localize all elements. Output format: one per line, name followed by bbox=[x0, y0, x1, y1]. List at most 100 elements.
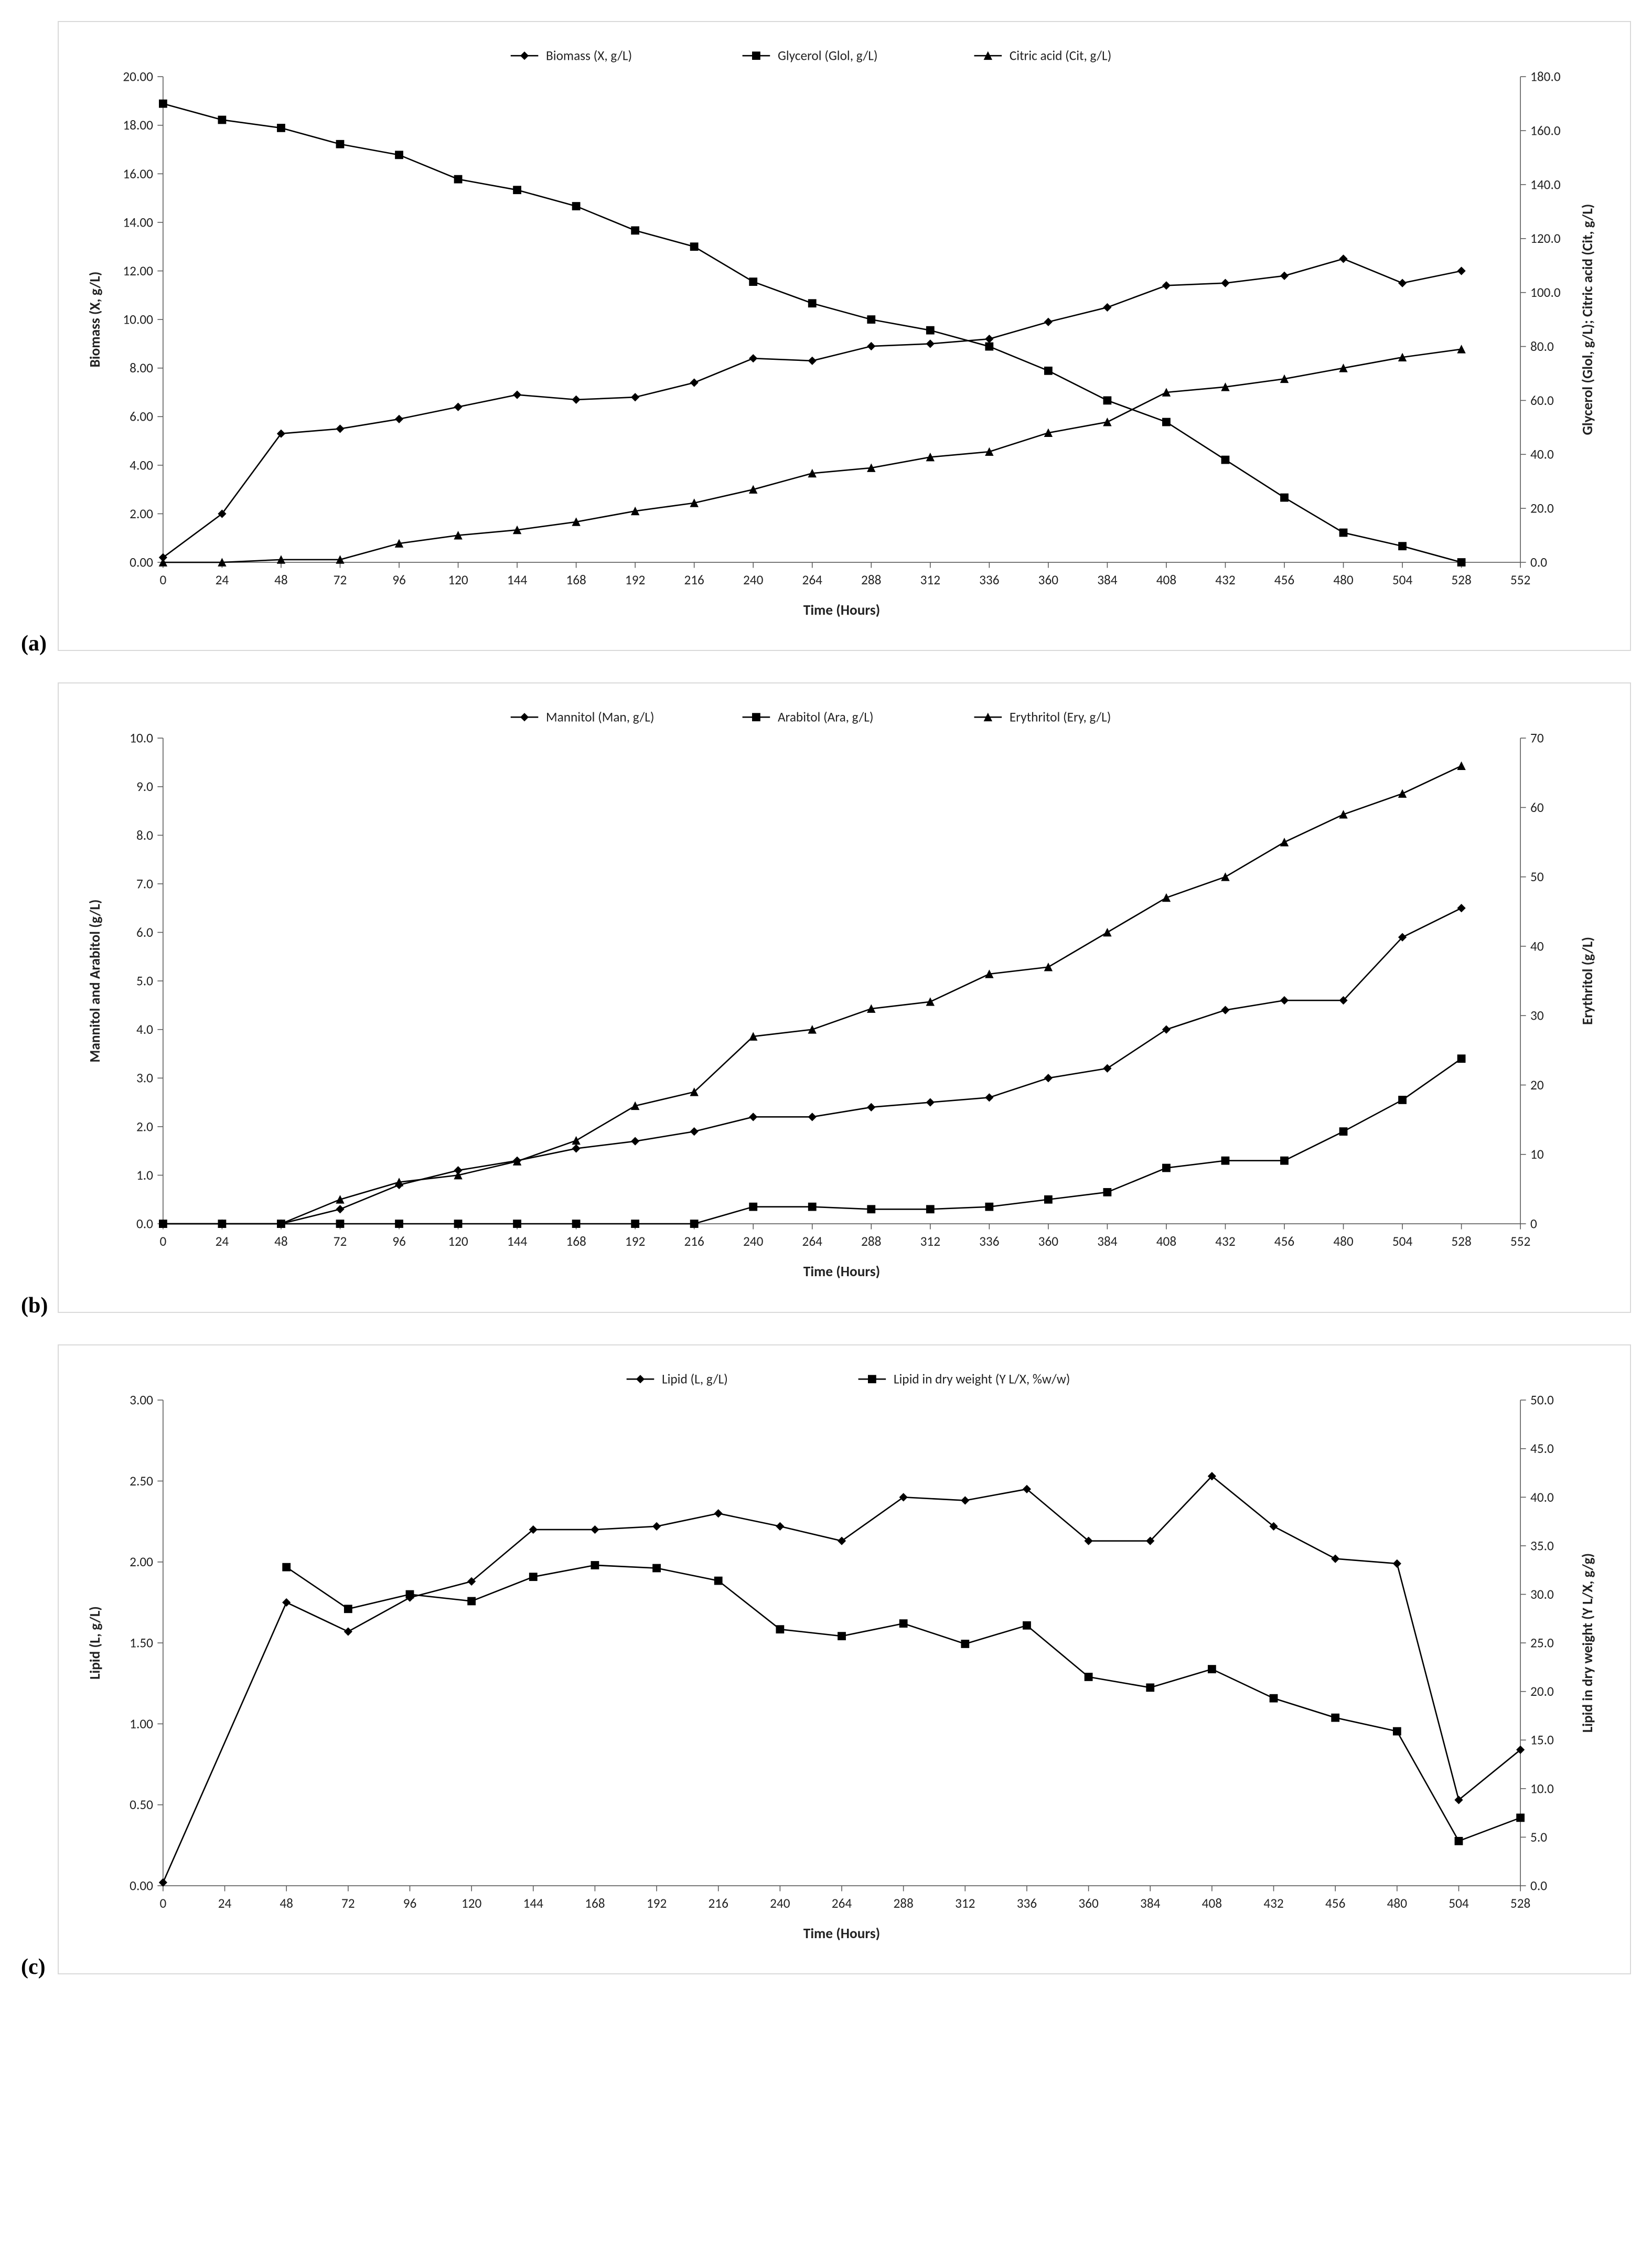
chart-b-svg: 0244872961201441681922162402642883123363… bbox=[69, 694, 1614, 1301]
svg-text:0.00: 0.00 bbox=[130, 554, 153, 570]
svg-text:0.0: 0.0 bbox=[1530, 554, 1547, 570]
svg-text:216: 216 bbox=[684, 1233, 704, 1249]
svg-text:240: 240 bbox=[770, 1895, 790, 1911]
panel-b: (b) 024487296120144168192216240264288312… bbox=[21, 682, 1631, 1312]
svg-text:18.00: 18.00 bbox=[123, 117, 153, 133]
svg-text:4.0: 4.0 bbox=[136, 1021, 153, 1038]
svg-text:9.0: 9.0 bbox=[136, 779, 153, 795]
svg-text:288: 288 bbox=[861, 572, 881, 588]
svg-text:Arabitol (Ara, g/L): Arabitol (Ara, g/L) bbox=[778, 709, 874, 725]
svg-text:50.0: 50.0 bbox=[1530, 1392, 1554, 1408]
svg-text:Time (Hours): Time (Hours) bbox=[803, 602, 880, 619]
svg-text:480: 480 bbox=[1333, 572, 1354, 588]
svg-text:0: 0 bbox=[159, 572, 166, 588]
panel-c: (c) 024487296120144168192216240264288312… bbox=[21, 1344, 1631, 1974]
svg-text:20.0: 20.0 bbox=[1530, 500, 1554, 517]
svg-text:0: 0 bbox=[159, 1233, 166, 1249]
svg-text:40: 40 bbox=[1530, 938, 1544, 955]
svg-text:40.0: 40.0 bbox=[1530, 446, 1554, 463]
svg-text:312: 312 bbox=[920, 572, 940, 588]
svg-text:Mannitol (Man, g/L): Mannitol (Man, g/L) bbox=[546, 709, 654, 725]
svg-text:24: 24 bbox=[218, 1895, 232, 1911]
svg-text:Lipid (L, g/L): Lipid (L, g/L) bbox=[87, 1606, 104, 1680]
svg-text:360: 360 bbox=[1038, 572, 1059, 588]
svg-text:Biomass (X, g/L): Biomass (X, g/L) bbox=[546, 48, 632, 64]
svg-text:168: 168 bbox=[566, 572, 586, 588]
svg-text:336: 336 bbox=[979, 1233, 999, 1249]
svg-text:6.00: 6.00 bbox=[130, 409, 153, 425]
svg-text:216: 216 bbox=[709, 1895, 728, 1911]
svg-text:552: 552 bbox=[1510, 1233, 1530, 1249]
svg-text:70: 70 bbox=[1530, 730, 1544, 746]
svg-text:264: 264 bbox=[802, 1233, 823, 1249]
svg-text:10.0: 10.0 bbox=[130, 730, 153, 746]
svg-text:408: 408 bbox=[1202, 1895, 1222, 1911]
svg-text:456: 456 bbox=[1274, 1233, 1294, 1249]
svg-text:48: 48 bbox=[274, 572, 288, 588]
svg-text:0.50: 0.50 bbox=[130, 1797, 153, 1813]
svg-text:480: 480 bbox=[1333, 1233, 1354, 1249]
chart-c-box: 0244872961201441681922162402642883123363… bbox=[58, 1344, 1631, 1974]
svg-text:336: 336 bbox=[979, 572, 999, 588]
panel-a-label: (a) bbox=[21, 631, 47, 656]
svg-text:2.50: 2.50 bbox=[130, 1473, 153, 1489]
svg-text:144: 144 bbox=[507, 1233, 528, 1249]
svg-text:96: 96 bbox=[403, 1895, 417, 1911]
svg-text:96: 96 bbox=[392, 1233, 406, 1249]
svg-text:3.00: 3.00 bbox=[130, 1392, 153, 1408]
svg-text:216: 216 bbox=[684, 572, 704, 588]
svg-text:504: 504 bbox=[1449, 1895, 1469, 1911]
svg-text:Glycerol (Glol, g/L): Glycerol (Glol, g/L) bbox=[778, 48, 878, 64]
svg-text:10.0: 10.0 bbox=[1530, 1780, 1554, 1797]
svg-text:312: 312 bbox=[955, 1895, 975, 1911]
svg-text:1.50: 1.50 bbox=[130, 1634, 153, 1651]
svg-text:264: 264 bbox=[802, 572, 823, 588]
svg-text:Time (Hours): Time (Hours) bbox=[803, 1925, 880, 1942]
svg-text:96: 96 bbox=[392, 572, 406, 588]
svg-text:Mannitol and Arabitol (g/L): Mannitol and Arabitol (g/L) bbox=[87, 900, 104, 1063]
svg-text:192: 192 bbox=[625, 1233, 645, 1249]
svg-text:8.00: 8.00 bbox=[130, 360, 153, 376]
svg-text:2.00: 2.00 bbox=[130, 506, 153, 522]
svg-text:384: 384 bbox=[1097, 1233, 1118, 1249]
svg-text:168: 168 bbox=[585, 1895, 605, 1911]
chart-a-svg: 0244872961201441681922162402642883123363… bbox=[69, 33, 1614, 639]
svg-text:Erythritol (Ery, g/L): Erythritol (Ery, g/L) bbox=[1010, 709, 1111, 725]
svg-text:432: 432 bbox=[1215, 1233, 1235, 1249]
svg-text:168: 168 bbox=[566, 1233, 586, 1249]
svg-text:35.0: 35.0 bbox=[1530, 1537, 1554, 1554]
svg-text:4.00: 4.00 bbox=[130, 457, 153, 473]
svg-text:0: 0 bbox=[1530, 1216, 1537, 1232]
svg-text:20.0: 20.0 bbox=[1530, 1683, 1554, 1700]
svg-text:Lipid (L, g/L): Lipid (L, g/L) bbox=[662, 1371, 728, 1387]
svg-text:Lipid in dry weight (Y L/X, g/: Lipid in dry weight (Y L/X, g/g) bbox=[1579, 1553, 1596, 1733]
chart-a-box: 0244872961201441681922162402642883123363… bbox=[58, 21, 1631, 651]
panel-a: (a) 024487296120144168192216240264288312… bbox=[21, 21, 1631, 651]
svg-text:15.0: 15.0 bbox=[1530, 1731, 1554, 1748]
svg-text:100.0: 100.0 bbox=[1530, 284, 1561, 301]
svg-text:1.0: 1.0 bbox=[136, 1167, 153, 1183]
svg-text:Biomass (X, g/L): Biomass (X, g/L) bbox=[87, 272, 104, 368]
svg-text:160.0: 160.0 bbox=[1530, 122, 1561, 138]
svg-text:40.0: 40.0 bbox=[1530, 1489, 1554, 1505]
svg-text:72: 72 bbox=[334, 572, 347, 588]
svg-text:30.0: 30.0 bbox=[1530, 1586, 1554, 1602]
svg-text:384: 384 bbox=[1140, 1895, 1161, 1911]
svg-text:1.00: 1.00 bbox=[130, 1716, 153, 1732]
svg-text:480: 480 bbox=[1387, 1895, 1408, 1911]
svg-text:3.0: 3.0 bbox=[136, 1070, 153, 1086]
svg-text:504: 504 bbox=[1392, 1233, 1413, 1249]
svg-text:72: 72 bbox=[341, 1895, 355, 1911]
svg-text:20.00: 20.00 bbox=[123, 69, 153, 85]
svg-text:312: 312 bbox=[920, 1233, 940, 1249]
svg-text:60.0: 60.0 bbox=[1530, 392, 1554, 409]
svg-text:25.0: 25.0 bbox=[1530, 1634, 1554, 1651]
svg-text:360: 360 bbox=[1038, 1233, 1059, 1249]
svg-text:8.0: 8.0 bbox=[136, 827, 153, 843]
svg-text:192: 192 bbox=[647, 1895, 667, 1911]
svg-text:144: 144 bbox=[523, 1895, 544, 1911]
svg-text:120: 120 bbox=[448, 1233, 468, 1249]
svg-text:6.0: 6.0 bbox=[136, 924, 153, 940]
svg-text:50: 50 bbox=[1530, 869, 1544, 885]
svg-text:552: 552 bbox=[1510, 572, 1530, 588]
